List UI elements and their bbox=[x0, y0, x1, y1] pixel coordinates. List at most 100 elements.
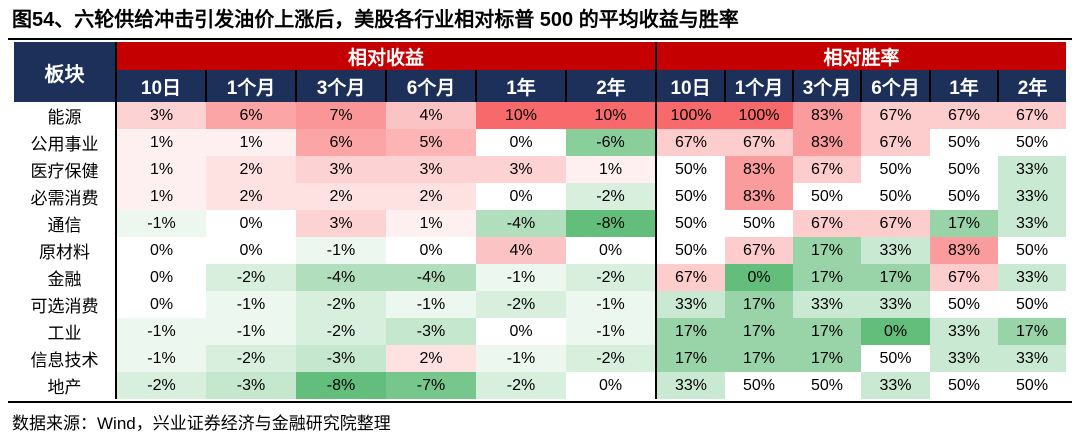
returns-cell: 2% bbox=[386, 345, 476, 372]
sector-label: 金融 bbox=[14, 264, 117, 291]
returns-cell: -3% bbox=[206, 372, 296, 399]
returns-cell: 0% bbox=[116, 291, 206, 318]
returns-cell: -1% bbox=[476, 345, 566, 372]
returns-cell: 0% bbox=[566, 237, 657, 264]
winrate-cell: 67% bbox=[998, 102, 1067, 129]
returns-cell: -2% bbox=[206, 345, 296, 372]
winrate-cell: 50% bbox=[998, 129, 1067, 156]
winrate-cell: 67% bbox=[725, 129, 794, 156]
period-header-winrate-2: 1个月 bbox=[724, 70, 794, 102]
winrate-cell: 33% bbox=[998, 264, 1067, 291]
winrate-cell: 50% bbox=[861, 156, 931, 183]
winrate-cell: 50% bbox=[655, 183, 726, 210]
returns-cell: 3% bbox=[296, 210, 386, 237]
returns-cell: 10% bbox=[566, 102, 657, 129]
period-header-returns-4: 6个月 bbox=[385, 70, 476, 102]
returns-cell: 0% bbox=[116, 237, 206, 264]
period-header-winrate-5: 1年 bbox=[929, 70, 999, 102]
sector-label: 必需消费 bbox=[14, 183, 117, 210]
returns-cell: -7% bbox=[386, 372, 476, 399]
table-row: 必需消费 1% 2% 2% 2% 0% -2% 50% 83% 50% 50% 50% 33% bbox=[14, 183, 1067, 210]
winrate-cell: 50% bbox=[861, 345, 931, 372]
period-header-returns-5: 1年 bbox=[475, 70, 566, 102]
winrate-cell: 33% bbox=[793, 291, 862, 318]
returns-cell: -4% bbox=[476, 210, 566, 237]
returns-cell: -1% bbox=[206, 318, 296, 345]
winrate-cell: 17% bbox=[725, 291, 794, 318]
returns-cell: -6% bbox=[566, 129, 657, 156]
winrate-cell: 100% bbox=[725, 102, 794, 129]
returns-cell: -1% bbox=[116, 210, 206, 237]
data-source: 数据来源：Wind，兴业证券经济与金融研究院整理 bbox=[12, 414, 391, 433]
returns-cell: -1% bbox=[566, 291, 657, 318]
returns-cell: -4% bbox=[296, 264, 386, 291]
returns-cell: 0% bbox=[476, 129, 566, 156]
winrate-cell: 17% bbox=[793, 264, 862, 291]
returns-cell: -3% bbox=[296, 345, 386, 372]
winrate-cell: 50% bbox=[930, 129, 999, 156]
sector-label: 可选消费 bbox=[14, 291, 117, 318]
sector-performance-table: 板块 相对收益 相对胜率 10日 1个月 3个月 6个月 1年 2年 10日 1个月 3个月 6个… bbox=[14, 42, 1067, 399]
winrate-cell: 67% bbox=[930, 102, 999, 129]
sector-label: 信息技术 bbox=[14, 345, 117, 372]
period-header-returns-3: 3个月 bbox=[295, 70, 386, 102]
returns-cell: -2% bbox=[476, 291, 566, 318]
sector-label: 能源 bbox=[14, 102, 117, 129]
winrate-cell: 17% bbox=[861, 264, 931, 291]
winrate-cell: 50% bbox=[725, 372, 794, 399]
returns-cell: -1% bbox=[116, 345, 206, 372]
winrate-cell: 33% bbox=[998, 345, 1067, 372]
footer-divider bbox=[8, 401, 1072, 403]
winrate-cell: 33% bbox=[998, 210, 1067, 237]
returns-cell: 1% bbox=[116, 156, 206, 183]
winrate-cell: 50% bbox=[998, 291, 1067, 318]
returns-cell: -2% bbox=[566, 264, 657, 291]
returns-cell: -2% bbox=[476, 372, 566, 399]
winrate-cell: 0% bbox=[725, 264, 794, 291]
returns-cell: -8% bbox=[296, 372, 386, 399]
winrate-cell: 83% bbox=[725, 183, 794, 210]
returns-cell: -3% bbox=[386, 318, 476, 345]
winrate-cell: 33% bbox=[655, 372, 726, 399]
winrate-cell: 17% bbox=[725, 318, 794, 345]
returns-cell: -2% bbox=[116, 372, 206, 399]
period-header-returns-6: 2年 bbox=[564, 70, 657, 102]
sector-column-header: 板块 bbox=[14, 42, 117, 102]
winrate-cell: 17% bbox=[793, 318, 862, 345]
winrate-cell: 50% bbox=[930, 183, 999, 210]
period-header-winrate-6: 2年 bbox=[997, 70, 1067, 102]
winrate-cell: 50% bbox=[930, 372, 999, 399]
winrate-cell: 50% bbox=[998, 372, 1067, 399]
period-header-row: 10日 1个月 3个月 6个月 1年 2年 10日 1个月 3个月 6个月 1年 2年 bbox=[14, 70, 1067, 102]
returns-cell: 1% bbox=[116, 129, 206, 156]
sector-label: 公用事业 bbox=[14, 129, 117, 156]
returns-cell: -1% bbox=[296, 237, 386, 264]
returns-cell: 1% bbox=[566, 156, 657, 183]
returns-cell: -2% bbox=[296, 318, 386, 345]
winrate-cell: 33% bbox=[930, 318, 999, 345]
returns-cell: 0% bbox=[476, 318, 566, 345]
period-header-winrate-1: 10日 bbox=[655, 70, 726, 102]
winrate-cell: 100% bbox=[655, 102, 726, 129]
winrate-cell: 50% bbox=[725, 210, 794, 237]
table-row: 金融 0% -2% -4% -4% -1% -2% 67% 0% 17% 17% 67% 33% bbox=[14, 264, 1067, 291]
returns-cell: 6% bbox=[206, 102, 296, 129]
winrate-cell: 50% bbox=[655, 156, 726, 183]
winrate-cell: 33% bbox=[998, 183, 1067, 210]
winrate-cell: 50% bbox=[655, 210, 726, 237]
returns-cell: 3% bbox=[386, 156, 476, 183]
winrate-cell: 0% bbox=[861, 318, 931, 345]
title-divider bbox=[8, 38, 1072, 40]
table-row: 地产 -2% -3% -8% -7% -2% 0% 33% 50% 50% 33% 50% 50% bbox=[14, 372, 1067, 399]
winrate-cell: 83% bbox=[930, 237, 999, 264]
returns-cell: 1% bbox=[116, 183, 206, 210]
winrate-cell: 33% bbox=[861, 237, 931, 264]
sector-label: 工业 bbox=[14, 318, 117, 345]
returns-cell: 4% bbox=[476, 237, 566, 264]
group-header-row: 板块 相对收益 相对胜率 bbox=[14, 42, 1067, 102]
returns-cell: 1% bbox=[206, 129, 296, 156]
winrate-cell: 67% bbox=[793, 156, 862, 183]
winrate-cell: 50% bbox=[930, 156, 999, 183]
returns-cell: 5% bbox=[386, 129, 476, 156]
